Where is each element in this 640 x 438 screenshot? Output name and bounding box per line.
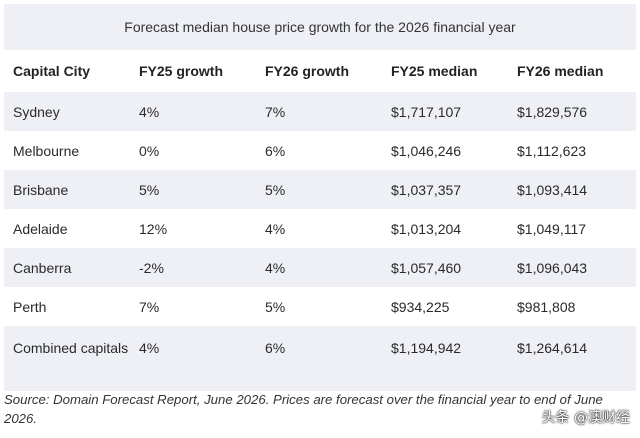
cell-fy26-growth: 4% — [256, 209, 382, 248]
cell-fy25-growth: 7% — [130, 287, 256, 326]
cell-fy25-growth: 4% — [130, 326, 256, 391]
cell-fy25-growth: -2% — [130, 248, 256, 287]
cell-fy25-median: $1,194,942 — [382, 326, 508, 391]
table-row: Perth 7% 5% $934,225 $981,808 — [4, 287, 636, 326]
cell-fy26-median: $1,829,576 — [508, 92, 636, 131]
cell-city: Melbourne — [4, 131, 130, 170]
cell-fy25-median: $1,057,460 — [382, 248, 508, 287]
forecast-table: Capital City FY25 growth FY26 growth FY2… — [4, 50, 636, 391]
source-note: Source: Domain Forecast Report, June 202… — [4, 392, 603, 426]
column-header-capital-city: Capital City — [4, 50, 130, 92]
cell-fy26-median: $1,264,614 — [508, 326, 636, 391]
cell-fy26-median: $1,112,623 — [508, 131, 636, 170]
cell-fy26-median: $1,093,414 — [508, 170, 636, 209]
cell-fy25-growth: 4% — [130, 92, 256, 131]
table-row: Adelaide 12% 4% $1,013,204 $1,049,117 — [4, 209, 636, 248]
cell-fy26-growth: 5% — [256, 170, 382, 209]
cell-fy25-growth: 12% — [130, 209, 256, 248]
table-row: Canberra -2% 4% $1,057,460 $1,096,043 — [4, 248, 636, 287]
watermark: 头条 @澳财经 — [539, 407, 632, 427]
cell-city: Combined capitals — [4, 326, 130, 391]
cell-fy26-growth: 6% — [256, 326, 382, 391]
header-row: Capital City FY25 growth FY26 growth FY2… — [4, 50, 636, 92]
cell-fy26-growth: 6% — [256, 131, 382, 170]
table-row: Brisbane 5% 5% $1,037,357 $1,093,414 — [4, 170, 636, 209]
column-header-fy25-median: FY25 median — [382, 50, 508, 92]
cell-fy25-median: $1,717,107 — [382, 92, 508, 131]
cell-fy25-median: $1,037,357 — [382, 170, 508, 209]
cell-fy25-median: $934,225 — [382, 287, 508, 326]
cell-city: Perth — [4, 287, 130, 326]
table-row: Sydney 4% 7% $1,717,107 $1,829,576 — [4, 92, 636, 131]
cell-fy26-median: $1,096,043 — [508, 248, 636, 287]
table-title: Forecast median house price growth for t… — [4, 4, 636, 50]
cell-fy25-growth: 0% — [130, 131, 256, 170]
cell-city: Adelaide — [4, 209, 130, 248]
column-header-fy25-growth: FY25 growth — [130, 50, 256, 92]
cell-fy26-growth: 5% — [256, 287, 382, 326]
cell-fy25-median: $1,013,204 — [382, 209, 508, 248]
cell-fy26-growth: 7% — [256, 92, 382, 131]
cell-fy25-growth: 5% — [130, 170, 256, 209]
table-row: Melbourne 0% 6% $1,046,246 $1,112,623 — [4, 131, 636, 170]
cell-fy26-growth: 4% — [256, 248, 382, 287]
cell-city: Brisbane — [4, 170, 130, 209]
cell-fy26-median: $1,049,117 — [508, 209, 636, 248]
cell-city: Sydney — [4, 92, 130, 131]
column-header-fy26-median: FY26 median — [508, 50, 636, 92]
cell-fy25-median: $1,046,246 — [382, 131, 508, 170]
column-header-fy26-growth: FY26 growth — [256, 50, 382, 92]
cell-fy26-median: $981,808 — [508, 287, 636, 326]
table-row: Combined capitals 4% 6% $1,194,942 $1,26… — [4, 326, 636, 391]
cell-city: Canberra — [4, 248, 130, 287]
